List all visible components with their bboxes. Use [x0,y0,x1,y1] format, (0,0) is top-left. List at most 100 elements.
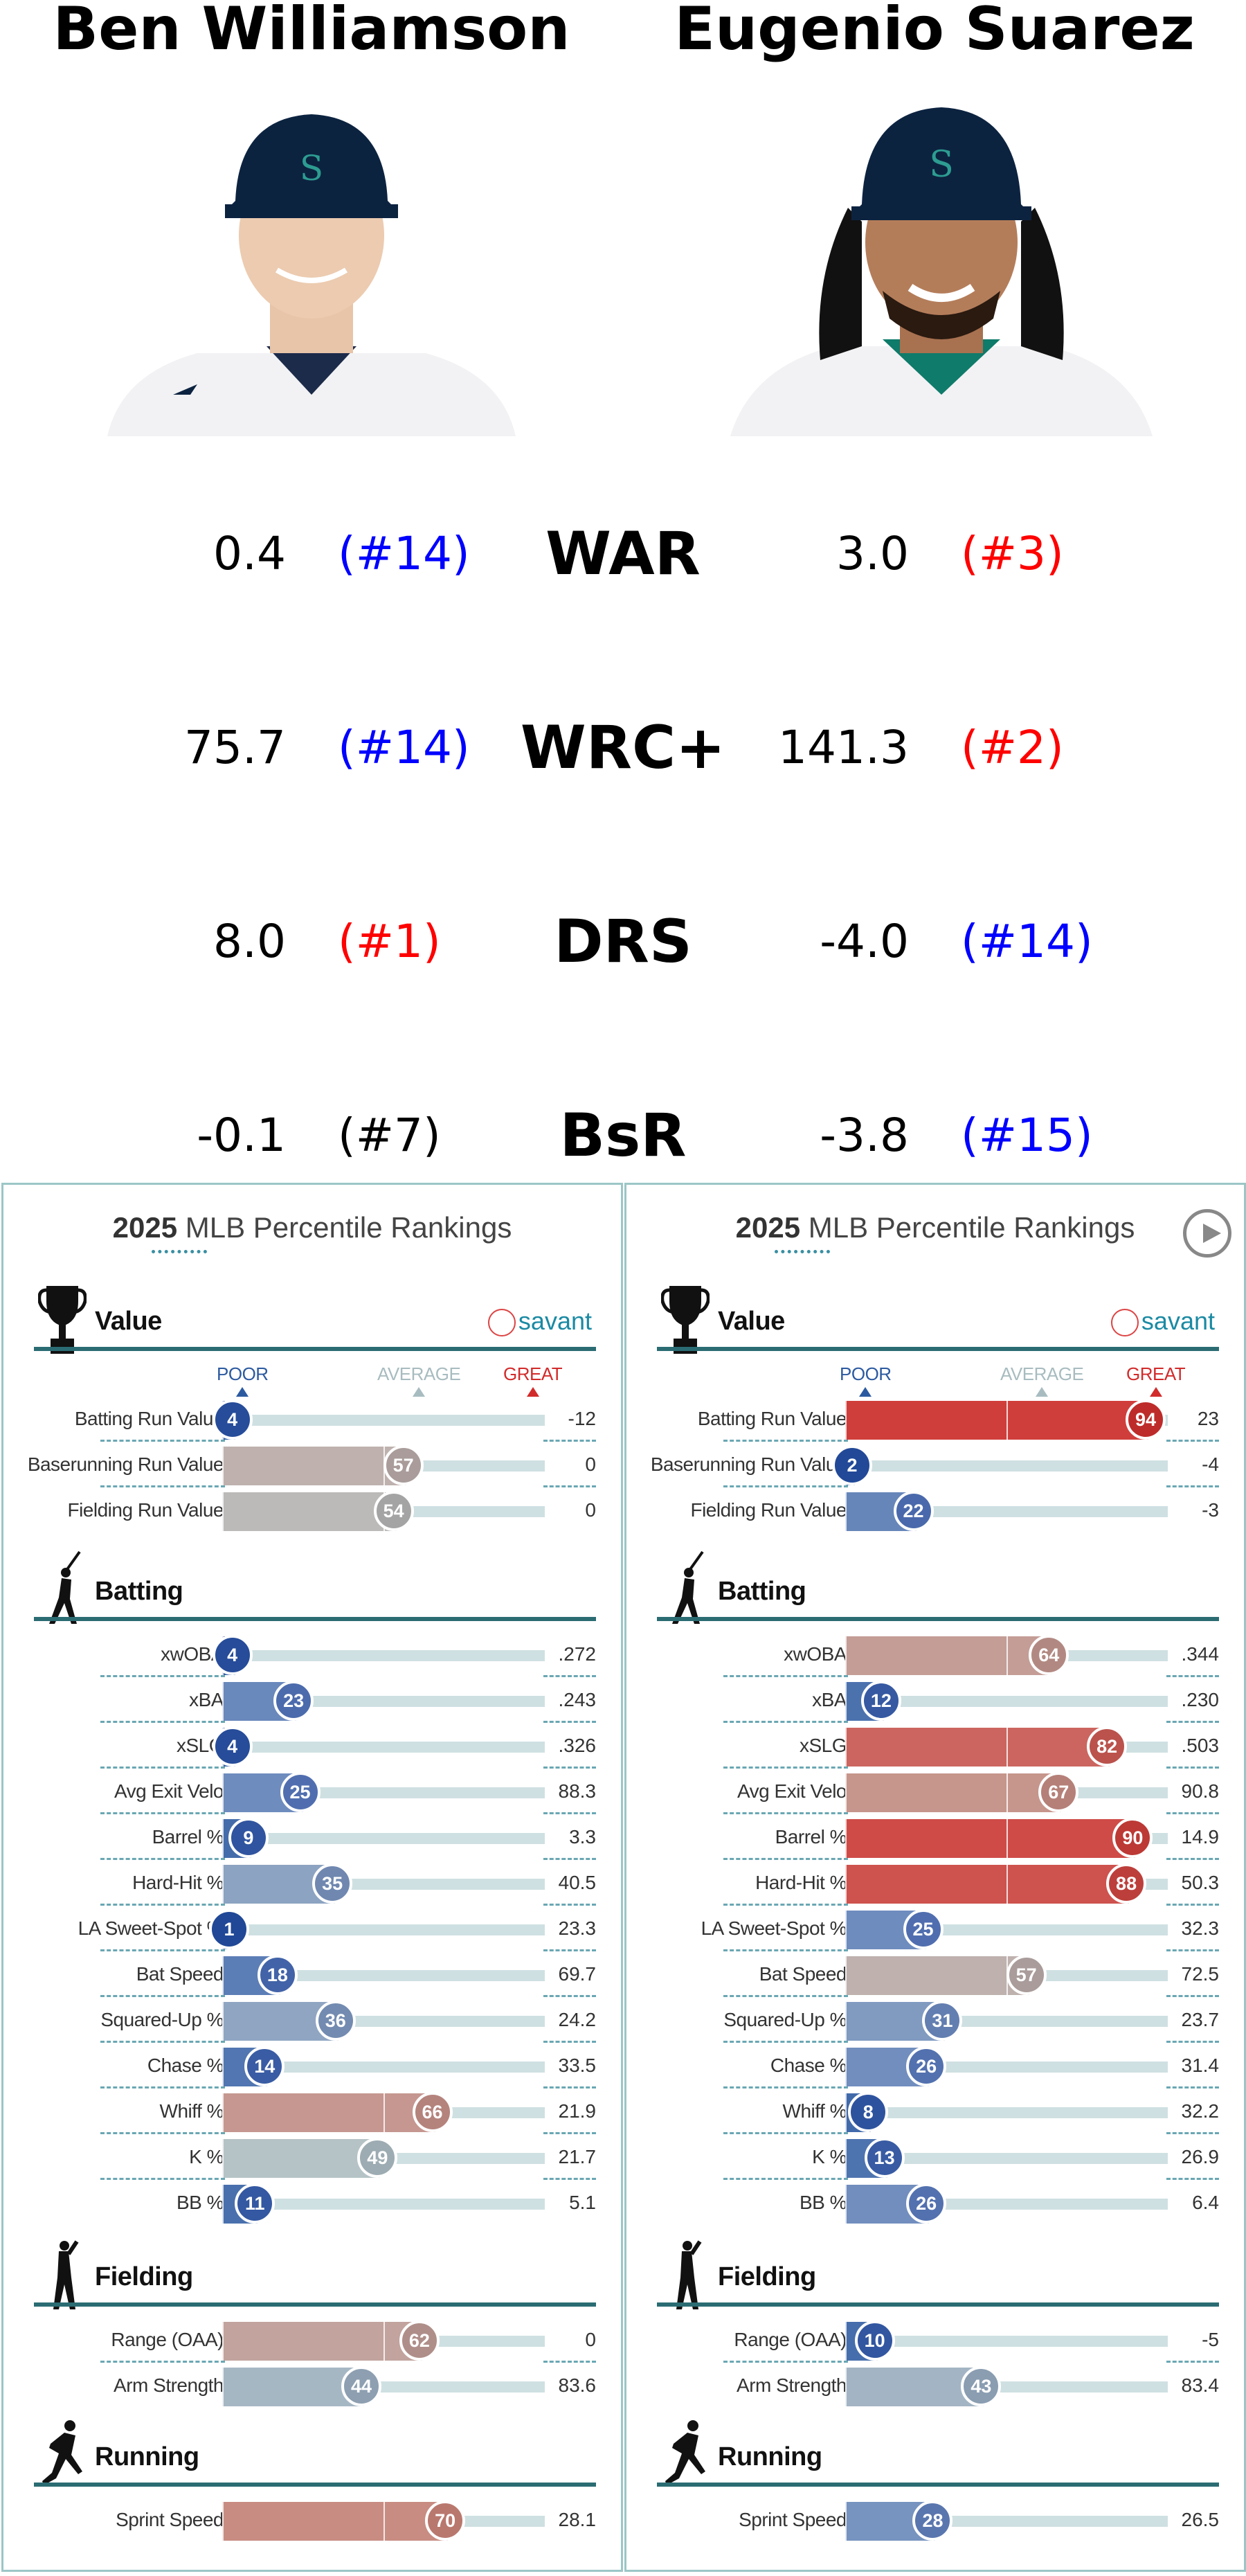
metric-row[interactable]: Whiff % 8 32.2 [626,2089,1246,2135]
bar-gridline [845,2048,847,2086]
metric-value: 3.3 [569,1826,596,1848]
metric-row[interactable]: LA Sweet-Spot % 25 32.3 [626,1906,1246,1952]
section-divider [34,1347,596,1351]
metric-label: xBA [189,1689,224,1710]
metric-row[interactable]: Squared-Up % 36 24.2 [3,1998,625,2043]
bar-gridline [222,2502,224,2541]
percentile-track [222,2061,545,2073]
section-title-running: Running [95,2442,199,2471]
metric-row[interactable]: Avg Exit Velo 67 90.8 [626,1769,1246,1815]
row-divider [1166,1858,1219,1860]
metric-row[interactable]: xBA 12 .230 [626,1678,1246,1724]
percentile-badge: 94 [1126,1399,1166,1440]
bar-gridline [845,2139,847,2178]
play-next-icon[interactable] [1183,1209,1231,1258]
row-divider [100,2086,225,2088]
metric-row[interactable]: Avg Exit Velo 25 88.3 [3,1769,625,1815]
svg-text:S: S [929,144,954,186]
percentile-bar [845,1401,1149,1440]
metric-row[interactable]: Hard-Hit % 35 40.5 [3,1861,625,1906]
stat-value-left: 8.0 [213,915,286,968]
section-title-value: Value [718,1307,785,1336]
metric-row[interactable]: Squared-Up % 31 23.7 [626,1998,1246,2043]
bar-gridline [845,1865,847,1904]
row-divider [1166,1904,1219,1906]
metric-label: Bat Speed [759,1963,847,1985]
bar-gridline [222,1865,224,1904]
metric-row[interactable]: xSLG 4.326 [3,1724,625,1769]
metric-row[interactable]: LA Sweet-Spot % 1 23.3 [3,1906,625,1952]
percentile-badge: 26 [906,2046,947,2086]
percentile-bar [845,1865,1130,1904]
metric-value: 33.5 [558,2055,597,2076]
percentile-track [845,2153,1168,2164]
metric-row[interactable]: Sprint Speed 70 28.1 [3,2498,625,2543]
metric-row[interactable]: Batting Run Value 94 23 [626,1397,1246,1442]
metric-row[interactable]: Barrel % 90 14.9 [626,1815,1246,1861]
metric-row[interactable]: K % 13 26.9 [626,2135,1246,2181]
percentile-badge: 25 [280,1772,320,1812]
card-title-year: 2025 [735,1211,801,1244]
stat-value-left: 75.7 [184,721,286,774]
metric-row[interactable]: Hard-Hit % 88 50.3 [626,1861,1246,1906]
metric-row[interactable]: Chase % 14 33.5 [3,2043,625,2089]
metric-row[interactable]: xwOBA 4.272 [3,1632,625,1678]
row-divider [543,1995,596,1997]
row-divider [1166,1812,1219,1814]
bar-gridline [845,1401,847,1440]
section-title-batting: Batting [95,1577,183,1606]
metric-row[interactable]: K % 49 21.7 [3,2135,625,2181]
row-divider [723,2086,848,2088]
metric-row[interactable]: Baserunning Run Value 2 -4 [626,1442,1246,1488]
percentile-bar [845,2368,984,2406]
metric-row[interactable]: Fielding Run Value 22 -3 [626,1488,1246,1534]
metric-value: -12 [568,1408,596,1429]
metric-row[interactable]: BB % 11 5.1 [3,2181,625,2226]
row-divider [1166,1485,1219,1487]
stat-value-right: -4.0 [820,915,909,968]
row-divider [723,1766,848,1769]
metric-row[interactable]: Arm Strength 44 83.6 [3,2363,625,2409]
metric-label: Batting Run Value [697,1408,847,1429]
metric-row[interactable]: BB % 26 6.4 [626,2181,1246,2226]
metric-row[interactable]: Chase % 26 31.4 [626,2043,1246,2089]
bar-gridline [222,1447,224,1485]
metric-row[interactable]: Bat Speed 57 72.5 [626,1952,1246,1998]
bar-gridline [222,2002,224,2041]
bar-gridline [845,1682,847,1721]
stat-label: WRC+ [520,713,726,782]
legend-poor: POOR [217,1363,269,1397]
row-divider [543,1485,596,1487]
stat-rank-left: (#7) [338,1109,441,1162]
metric-row[interactable]: Baserunning Run Value 57 0 [3,1442,625,1488]
metric-row[interactable]: Barrel % 9 3.3 [3,1815,625,1861]
metric-row[interactable]: Arm Strength 43 83.4 [626,2363,1246,2409]
percentile-badge: 14 [244,2046,285,2086]
metric-row[interactable]: xwOBA 64 .344 [626,1632,1246,1678]
metric-value: 24.2 [558,2009,597,2030]
percentile-bar [845,1956,1029,1995]
metric-row[interactable]: Whiff % 66 21.9 [3,2089,625,2135]
metric-row[interactable]: Fielding Run Value 54 0 [3,1488,625,1534]
percentile-track [222,1650,545,1661]
metric-row[interactable]: xBA 23 .243 [3,1678,625,1724]
runner-icon [661,2416,710,2492]
row-divider [100,2132,225,2134]
metric-row[interactable]: Bat Speed 18 69.7 [3,1952,625,1998]
metric-row[interactable]: Range (OAA) 10 -5 [626,2318,1246,2363]
metric-row[interactable]: Batting Run Value 4 -12 [3,1397,625,1442]
metric-row[interactable]: xSLG 82 .503 [626,1724,1246,1769]
metric-row[interactable]: Sprint Speed 28 26.5 [626,2498,1246,2543]
row-divider [100,1949,225,1951]
metric-value: 88.3 [558,1780,597,1802]
percentile-badge: 11 [235,2183,276,2224]
metric-value: 21.7 [558,2146,597,2167]
metric-row[interactable]: Range (OAA) 62 0 [3,2318,625,2363]
row-divider [1166,2132,1219,2134]
row-divider [723,1485,848,1487]
percentile-badge: 9 [228,1818,269,1858]
savant-logo: savant [487,1307,592,1337]
percentile-bar [222,2502,449,2541]
metric-value: 31.4 [1181,2055,1220,2076]
metric-value: .326 [558,1735,597,1756]
